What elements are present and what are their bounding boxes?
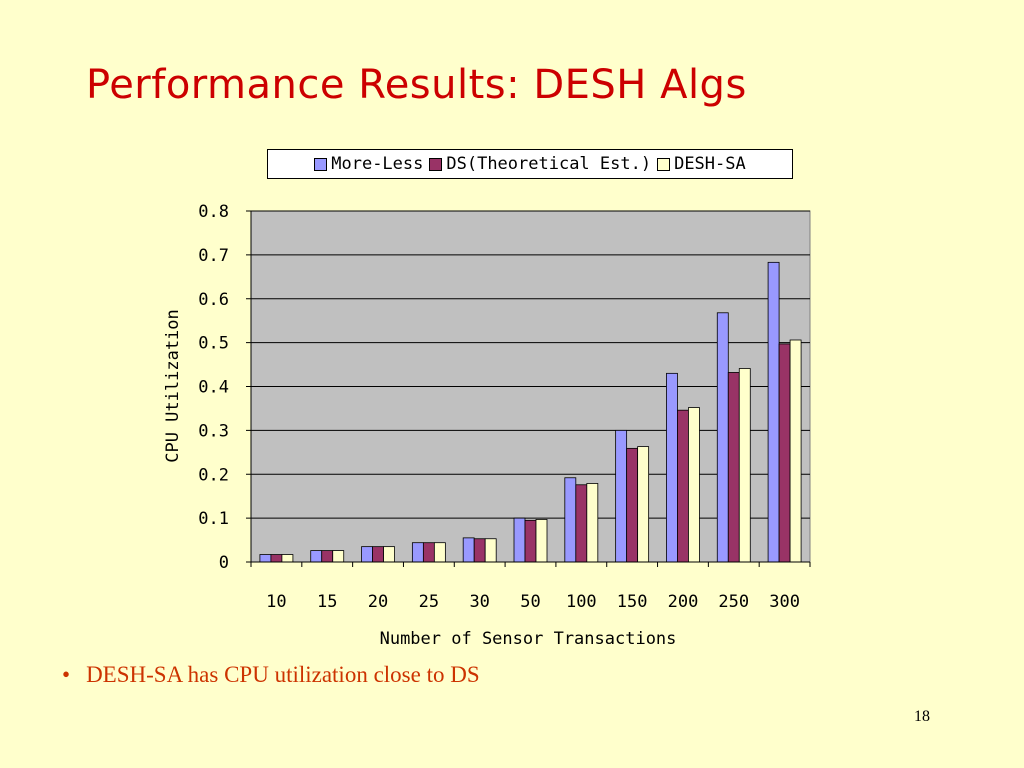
bar-ds: [524, 519, 537, 563]
y-tick-label: 0.4: [198, 378, 229, 398]
bar-ds: [727, 372, 740, 563]
bar-desh-sa: [484, 538, 497, 563]
y-tick-label: 0.3: [198, 421, 229, 441]
legend-item-more-less: More-Less: [314, 154, 423, 174]
legend-item-ds: DS(Theoretical Est.): [429, 154, 651, 174]
bar-more-less: [259, 554, 272, 563]
y-tick-labels: 0 0.1 0.2 0.3 0.4 0.5 0.6 0.7 0.8: [198, 202, 229, 573]
bar-desh-sa: [586, 483, 599, 563]
bar-more-less: [310, 550, 323, 563]
bar-desh-sa: [383, 546, 395, 563]
bar-more-less: [462, 537, 475, 563]
bar-more-less: [666, 372, 678, 563]
legend-label: DS(Theoretical Est.): [446, 154, 652, 174]
bar-more-less: [411, 542, 424, 563]
x-axis-label: Number of Sensor Transactions: [380, 629, 677, 649]
bullet-point: • DESH-SA has CPU utilization close to D…: [62, 662, 480, 688]
x-tick-labels: 10 15 20 25 30 50 100 150 200 250 300: [266, 592, 800, 612]
x-tick-label: 200: [668, 592, 699, 612]
gridlines: [251, 210, 810, 519]
bar-ds: [677, 409, 689, 563]
x-tick-label: 250: [718, 592, 749, 612]
y-tick-label: 0.1: [198, 509, 229, 529]
bullet-mark: •: [62, 662, 71, 687]
bar-ds: [473, 538, 486, 563]
y-tick-label: 0.2: [198, 465, 229, 485]
bar-more-less: [767, 261, 780, 563]
bar-desh-sa: [535, 519, 548, 563]
legend-swatch-desh-sa: [657, 157, 671, 171]
x-tick-label: 100: [566, 592, 597, 612]
x-tick-label: 30: [469, 592, 489, 612]
bar-ds: [626, 447, 639, 563]
bar-desh-sa: [688, 407, 700, 563]
y-tick-label: 0.5: [198, 334, 229, 354]
page-number: 18: [914, 708, 930, 725]
bar-desh-sa: [433, 542, 446, 563]
legend-item-desh-sa: DESH-SA: [657, 154, 746, 174]
bar-more-less: [564, 477, 577, 563]
bar-ds: [372, 546, 384, 563]
y-tick-label: 0.8: [198, 202, 229, 222]
bar-ds: [422, 542, 435, 563]
bar-desh-sa: [281, 554, 294, 563]
slide-title: Performance Results: DESH Algs: [86, 62, 747, 108]
y-tick-label: 0: [219, 553, 229, 573]
legend-label: More-Less: [331, 154, 424, 174]
bar-desh-sa: [332, 550, 345, 563]
bar-desh-sa: [637, 446, 650, 563]
y-tick-label: 0.7: [198, 246, 229, 266]
bar-ds: [321, 550, 334, 563]
axes: [246, 210, 811, 567]
bar-more-less: [716, 312, 729, 563]
x-tick-label: 10: [266, 592, 286, 612]
bars: [259, 261, 802, 563]
legend-swatch-more-less: [314, 157, 328, 171]
x-tick-label: 20: [368, 592, 388, 612]
bullet-text: DESH-SA has CPU utilization close to DS: [86, 662, 480, 687]
x-tick-label: 150: [617, 592, 648, 612]
y-axis-label: CPU Utilization: [163, 309, 183, 463]
bar-ds: [270, 554, 283, 563]
x-tick-label: 25: [419, 592, 439, 612]
legend-swatch-ds: [429, 157, 443, 171]
bar-ds: [778, 343, 791, 563]
x-tick-label: 15: [317, 592, 337, 612]
bar-more-less: [361, 546, 373, 563]
x-tick-label: 50: [520, 592, 540, 612]
x-tick-label: 300: [769, 592, 800, 612]
y-tick-label: 0.6: [198, 290, 229, 310]
bar-more-less: [615, 429, 628, 563]
legend-label: DESH-SA: [674, 154, 746, 174]
bar-desh-sa: [738, 368, 751, 563]
bar-more-less: [513, 517, 526, 563]
chart-legend: More-Less DS(Theoretical Est.) DESH-SA: [267, 149, 793, 179]
bar-desh-sa: [789, 339, 802, 563]
bar-ds: [575, 484, 588, 563]
